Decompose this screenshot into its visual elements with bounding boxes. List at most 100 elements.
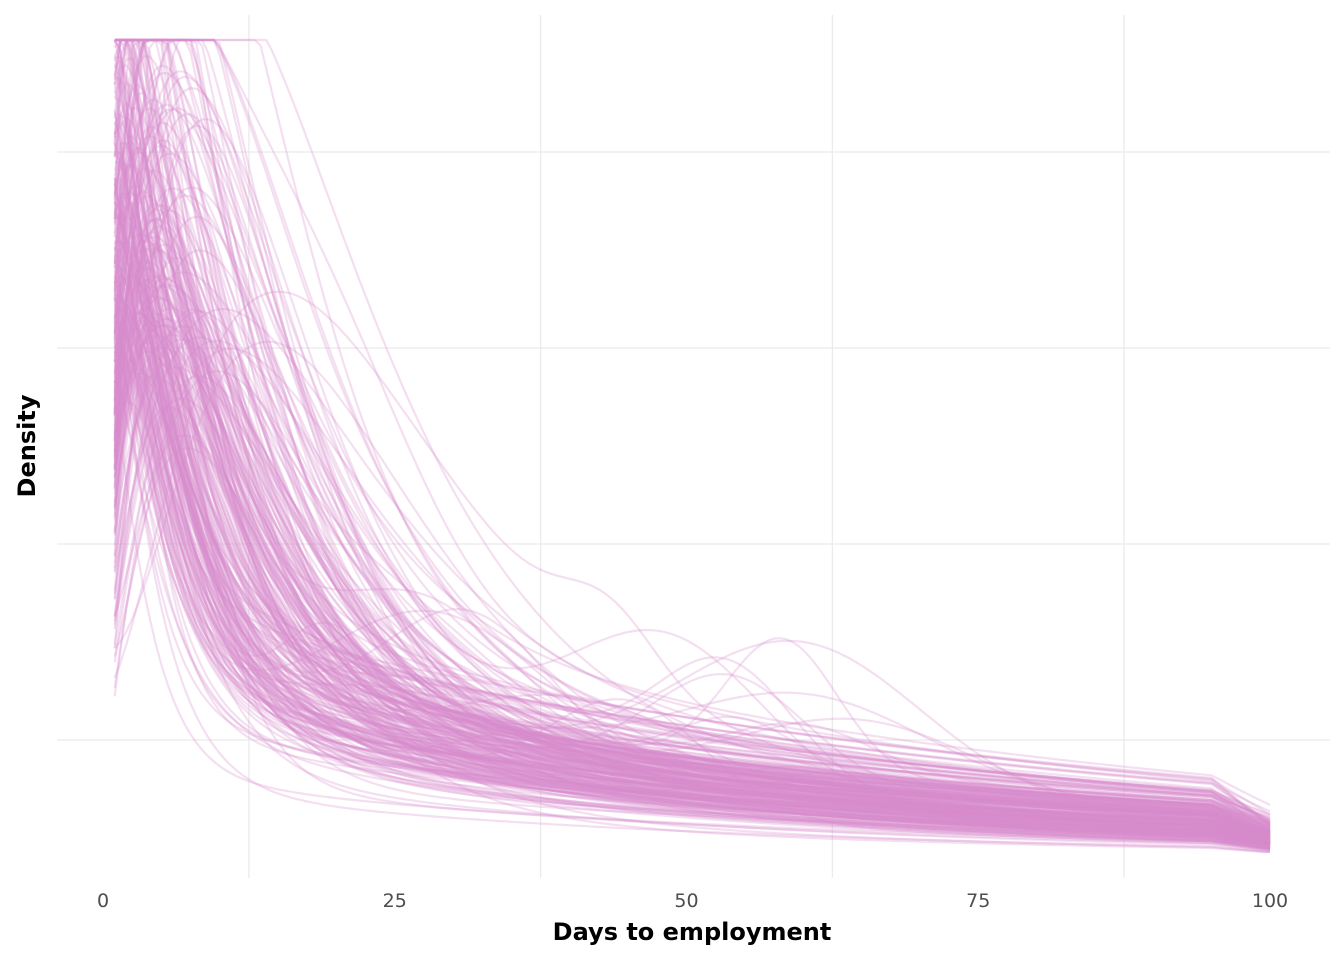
- density-curve: [113, 205, 1271, 843]
- density-curve: [113, 273, 1271, 845]
- density-curve: [113, 370, 1271, 843]
- density-curve: [113, 60, 1271, 841]
- density-curve: [113, 275, 1271, 847]
- density-curve: [113, 38, 1271, 846]
- density-curve: [114, 324, 1271, 835]
- density-curve: [113, 324, 1271, 848]
- density-curve: [113, 63, 1271, 842]
- density-curve: [113, 447, 1271, 854]
- density-curve: [113, 246, 1271, 841]
- density-curve: [113, 217, 1271, 833]
- density-curve: [113, 232, 1271, 824]
- density-curve: [113, 347, 1271, 836]
- density-curves: [113, 38, 1271, 854]
- density-curve: [113, 38, 1271, 846]
- density-curve: [113, 297, 1271, 842]
- density-curve: [113, 38, 1271, 850]
- density-curve: [113, 186, 1271, 832]
- density-curve: [113, 266, 1271, 844]
- density-curve: [113, 256, 1271, 832]
- density-curve: [113, 291, 1271, 823]
- density-curve: [114, 151, 1271, 846]
- density-curve: [113, 98, 1271, 822]
- density-curve: [114, 293, 1271, 834]
- density-curve: [113, 315, 1271, 840]
- density-curve: [113, 312, 1271, 843]
- density-curve: [113, 38, 1271, 846]
- density-curve: [113, 314, 1271, 844]
- density-curve: [113, 346, 1271, 851]
- density-curve: [113, 282, 1271, 844]
- density-curve: [113, 138, 1271, 849]
- density-curve: [113, 273, 1271, 846]
- density-curve: [113, 308, 1271, 839]
- density-curve: [113, 143, 1271, 843]
- density-curve: [113, 311, 1271, 845]
- density-curve: [113, 305, 1271, 844]
- density-curve: [113, 394, 1271, 837]
- density-curve: [114, 38, 1271, 813]
- density-curve: [113, 38, 1271, 840]
- density-curve: [113, 339, 1271, 838]
- density-curve: [113, 57, 1271, 841]
- density-curve: [113, 167, 1271, 835]
- density-curve: [113, 281, 1271, 844]
- density-curve: [113, 150, 1271, 847]
- density-curve: [113, 280, 1271, 845]
- density-curve: [113, 317, 1271, 843]
- density-curve: [113, 311, 1271, 845]
- density-curve: [113, 266, 1271, 828]
- density-curve: [113, 38, 1271, 837]
- density-curve: [113, 331, 1271, 849]
- density-curve: [114, 38, 1271, 834]
- density-curve: [113, 259, 1271, 844]
- density-curve: [113, 356, 1271, 850]
- density-curve: [113, 374, 1271, 846]
- density-curve: [113, 38, 1271, 840]
- density-curve: [113, 324, 1271, 839]
- density-curve: [113, 362, 1271, 846]
- density-curve: [113, 238, 1271, 835]
- density-curve: [113, 117, 1271, 841]
- density-curve: [113, 319, 1271, 847]
- density-curve: [113, 150, 1271, 845]
- density-curve: [113, 214, 1271, 833]
- density-curve: [113, 296, 1271, 853]
- density-curve: [113, 38, 1271, 838]
- density-curve: [113, 155, 1271, 832]
- density-curve: [113, 38, 1271, 832]
- density-curve: [113, 224, 1271, 840]
- density-curve: [113, 39, 1271, 842]
- density-curve: [114, 38, 1271, 824]
- density-curve: [113, 162, 1271, 824]
- density-curve: [113, 70, 1271, 824]
- density-curve: [113, 146, 1271, 844]
- density-curve: [113, 246, 1271, 849]
- density-curve: [114, 38, 1271, 825]
- density-curve: [114, 38, 1271, 844]
- density-curve: [113, 109, 1271, 846]
- density-curve: [113, 185, 1271, 831]
- density-curve: [114, 216, 1271, 853]
- density-curve: [113, 249, 1271, 834]
- density-curve: [113, 38, 1271, 833]
- grid: [57, 15, 1330, 878]
- density-curve: [113, 38, 1271, 836]
- density-curve: [113, 274, 1271, 846]
- density-curve: [113, 276, 1271, 848]
- density-curve: [113, 38, 1271, 836]
- density-curve: [113, 324, 1271, 839]
- density-curve: [113, 231, 1271, 835]
- density-curve: [113, 254, 1271, 844]
- density-curve: [113, 247, 1271, 838]
- density-curve: [113, 308, 1271, 817]
- density-curve: [113, 240, 1271, 836]
- density-curve: [113, 320, 1271, 839]
- density-curve: [113, 346, 1271, 845]
- density-curve: [113, 339, 1271, 845]
- density-curve: [113, 195, 1271, 850]
- density-curve: [113, 190, 1271, 851]
- density-curve: [113, 295, 1271, 845]
- density-curve: [113, 38, 1271, 845]
- density-curve: [113, 152, 1271, 823]
